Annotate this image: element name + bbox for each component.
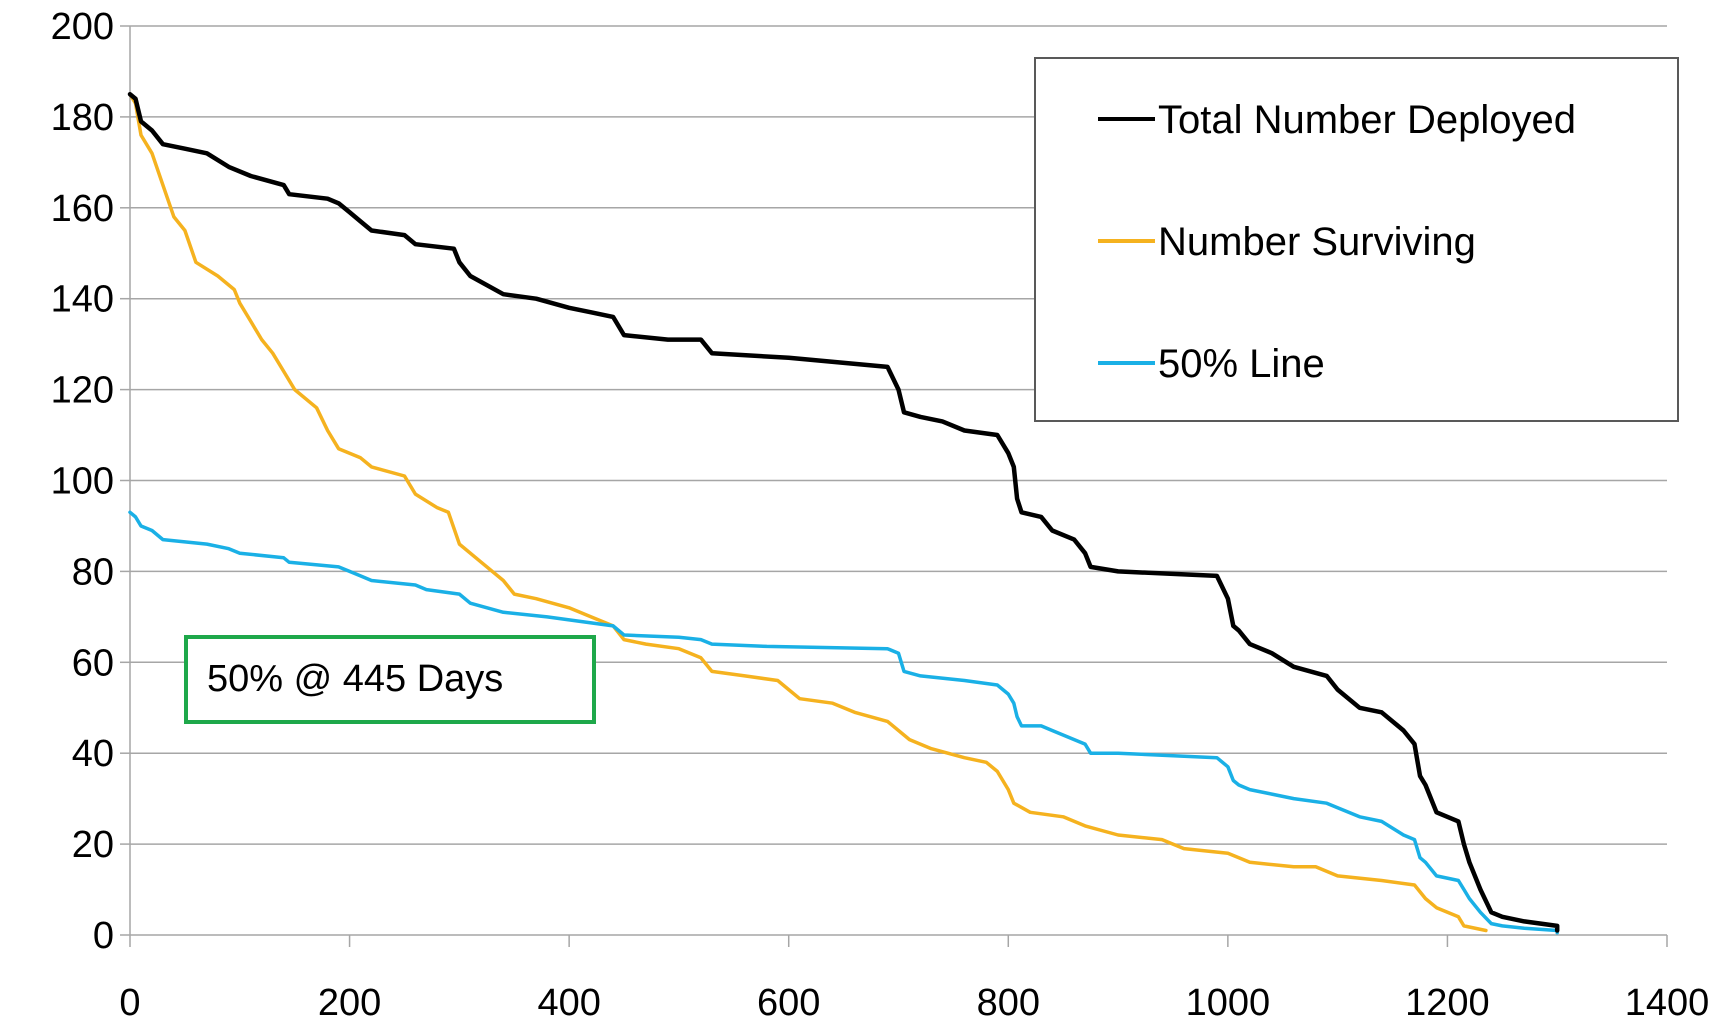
series-lines: [127, 91, 1560, 935]
x-tick-label-1000: 1000: [1186, 982, 1271, 1024]
y-tick-label-140: 140: [51, 279, 114, 321]
y-tick-label-40: 40: [72, 733, 114, 775]
series-line-total: [127, 91, 1560, 933]
x-tick-label-400: 400: [537, 982, 600, 1024]
x-tick-label-200: 200: [318, 982, 381, 1024]
y-tick-label-100: 100: [51, 461, 114, 503]
x-tick-label-1200: 1200: [1405, 982, 1490, 1024]
x-tick-label-1400: 1400: [1625, 982, 1710, 1024]
annotation-border: [184, 635, 596, 724]
legend-label-total: Total Number Deployed: [1158, 98, 1576, 142]
y-tick-label-120: 120: [51, 370, 114, 412]
series-line-fifty: [128, 510, 1559, 935]
series-line-surviving: [128, 92, 1488, 933]
x-tick-label-600: 600: [757, 982, 820, 1024]
y-tick-label-160: 160: [51, 188, 114, 230]
y-tick-label-180: 180: [51, 97, 114, 139]
annotation-text: 50% @ 445 Days: [207, 658, 503, 700]
legend-label-surviving: Number Surviving: [1158, 220, 1476, 264]
y-tick-label-200: 200: [51, 6, 114, 48]
x-tick-label-0: 0: [119, 982, 140, 1024]
legend: Total Number Deployed Number Surviving 5…: [1034, 57, 1679, 422]
y-tick-label-60: 60: [72, 642, 114, 684]
legend-label-fifty: 50% Line: [1158, 342, 1325, 386]
y-tick-label-80: 80: [72, 551, 114, 593]
tick-labels: 0 20 40 60 80 100 120 140 160 180 200 0 200 400 600 800…: [51, 6, 1710, 1024]
axes: [120, 25, 1668, 947]
x-tick-label-800: 800: [977, 982, 1040, 1024]
annotation-box: 50% @ 445 Days: [184, 635, 596, 724]
y-tick-label-0: 0: [93, 915, 114, 957]
y-tick-label-20: 20: [72, 824, 114, 866]
